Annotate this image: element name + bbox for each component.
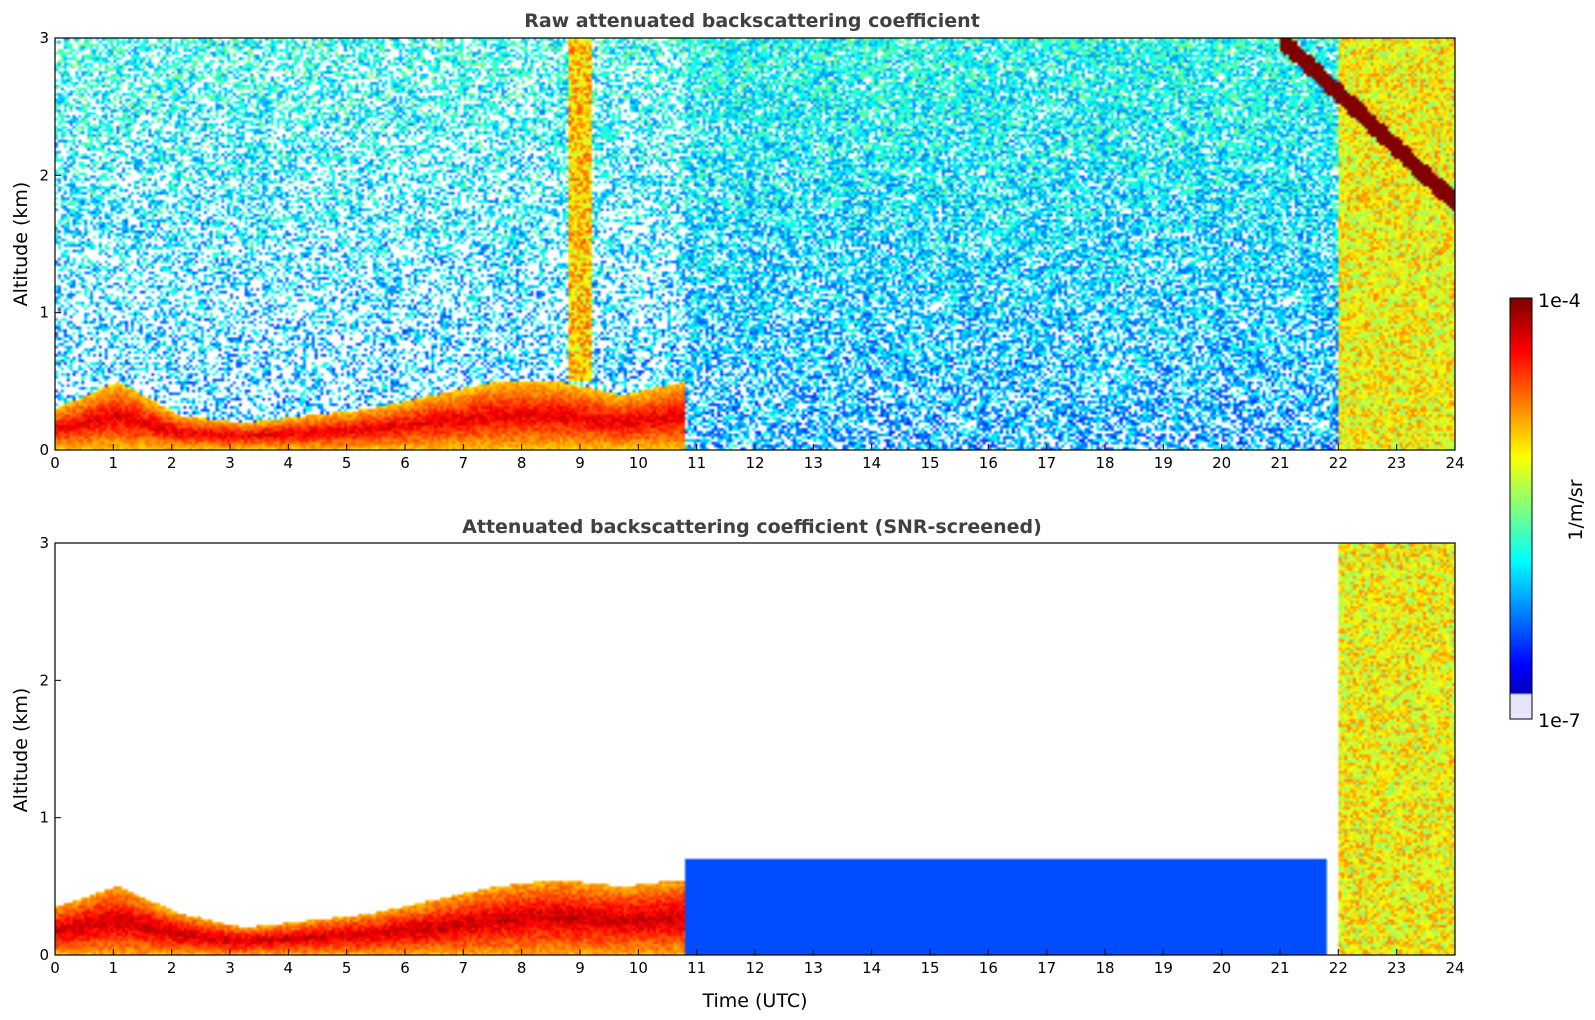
- x-tick-label: 11: [687, 454, 706, 472]
- x-tick-label: 12: [745, 454, 764, 472]
- x-tick-label: 4: [284, 454, 294, 472]
- x-tick-label: 20: [1212, 959, 1231, 977]
- x-tick-label: 24: [1445, 959, 1464, 977]
- x-tick-label: 2: [167, 454, 177, 472]
- x-tick-label: 16: [979, 959, 998, 977]
- x-tick-label: 23: [1387, 959, 1406, 977]
- colorbar: 1e-4 1e-7 1/m/sr: [1509, 290, 1587, 732]
- x-tick-label: 5: [342, 454, 352, 472]
- x-tick-label: 7: [459, 959, 469, 977]
- y-tick-label: 2: [39, 671, 49, 689]
- x-tick-label: 20: [1212, 454, 1231, 472]
- x-tick-label: 22: [1329, 959, 1348, 977]
- x-tick-label: 24: [1445, 454, 1464, 472]
- colorbar-min-label: 1e-7: [1538, 710, 1581, 732]
- x-tick-label: 3: [225, 454, 235, 472]
- y-axis-screened: 0 1 2 3: [39, 534, 61, 964]
- y-tick-label: 0: [39, 441, 49, 459]
- x-tick-label: 22: [1329, 454, 1348, 472]
- x-axis-label: Time (UTC): [701, 990, 807, 1012]
- y-axis-label-screened: Altitude (km): [10, 688, 32, 813]
- x-tick-label: 2: [167, 959, 177, 977]
- x-tick-label: 8: [517, 454, 527, 472]
- x-tick-label: 14: [862, 959, 881, 977]
- x-tick-label: 14: [862, 454, 881, 472]
- colorbar-unit-label: 1/m/sr: [1565, 479, 1587, 540]
- x-tick-label: 1: [109, 454, 119, 472]
- x-axis-raw: 0 1 2 3 4 5 6 7 8 9 10 11 12 13 14 15 16 17 18 19 20 21 22 23 24: [50, 444, 1465, 472]
- x-tick-label: 21: [1270, 959, 1289, 977]
- x-tick-label: 15: [920, 454, 939, 472]
- x-tick-label: 0: [50, 959, 60, 977]
- x-tick-label: 1: [109, 959, 119, 977]
- y-tick-label: 1: [39, 809, 49, 827]
- colorbar-max-label: 1e-4: [1538, 290, 1581, 312]
- chart-title-screened: Attenuated backscattering coefficient (S…: [462, 516, 1042, 538]
- x-tick-label: 6: [400, 454, 410, 472]
- heatmap-raw: [55, 38, 1455, 450]
- x-tick-label: 8: [517, 959, 527, 977]
- colorbar-frame: [1509, 297, 1533, 720]
- y-tick-label: 3: [39, 534, 49, 552]
- y-tick-label: 0: [39, 946, 49, 964]
- x-tick-label: 19: [1154, 454, 1173, 472]
- y-axis-raw: 0 1 2 3: [39, 29, 61, 459]
- x-tick-label: 18: [1095, 959, 1114, 977]
- x-tick-label: 11: [687, 959, 706, 977]
- x-tick-label: 23: [1387, 454, 1406, 472]
- x-tick-label: 18: [1095, 454, 1114, 472]
- y-tick-label: 1: [39, 304, 49, 322]
- x-tick-label: 21: [1270, 454, 1289, 472]
- x-tick-label: 6: [400, 959, 410, 977]
- x-tick-label: 17: [1037, 959, 1056, 977]
- panel-screened: Attenuated backscattering coefficient (S…: [10, 516, 1465, 1012]
- x-tick-label: 13: [804, 454, 823, 472]
- x-tick-label: 15: [920, 959, 939, 977]
- x-tick-label: 4: [284, 959, 294, 977]
- panel-raw: Raw attenuated backscattering coefficien…: [10, 10, 1465, 472]
- colorbar-gradient: [1510, 298, 1532, 719]
- x-tick-label: 16: [979, 454, 998, 472]
- x-tick-label: 10: [629, 959, 648, 977]
- x-tick-label: 10: [629, 454, 648, 472]
- x-tick-label: 3: [225, 959, 235, 977]
- x-axis-screened: 0 1 2 3 4 5 6 7 8 9 10 11 12 13 14 15 16 17 18 19 20 21 22 23 24: [50, 949, 1465, 977]
- x-tick-label: 13: [804, 959, 823, 977]
- x-tick-label: 5: [342, 959, 352, 977]
- x-tick-label: 12: [745, 959, 764, 977]
- x-tick-label: 7: [459, 454, 469, 472]
- chart-title-raw: Raw attenuated backscattering coefficien…: [524, 10, 980, 32]
- x-tick-label: 17: [1037, 454, 1056, 472]
- y-axis-label-raw: Altitude (km): [10, 182, 32, 307]
- x-tick-label: 9: [575, 454, 585, 472]
- x-tick-label: 0: [50, 454, 60, 472]
- y-tick-label: 2: [39, 166, 49, 184]
- heatmap-screened: [55, 543, 1455, 955]
- x-tick-label: 19: [1154, 959, 1173, 977]
- x-tick-label: 9: [575, 959, 585, 977]
- y-tick-label: 3: [39, 29, 49, 47]
